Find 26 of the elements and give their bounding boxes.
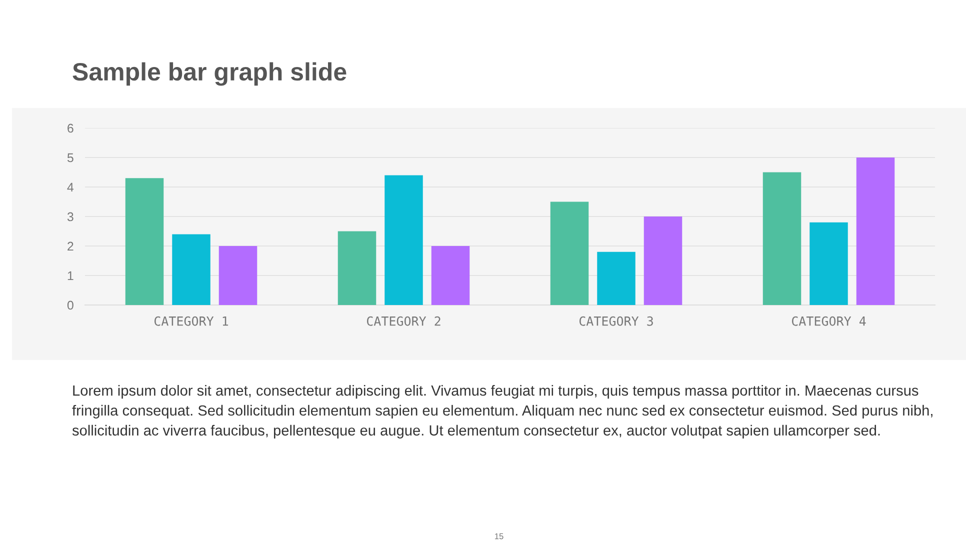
text: 15 [495, 533, 504, 540]
bar [172, 234, 210, 305]
x-tick-label: CATEGORY 2 [366, 316, 440, 326]
bar [810, 222, 848, 305]
y-tick-label: 5 [67, 153, 74, 162]
x-tick-label: CATEGORY 3 [579, 316, 653, 326]
bar [125, 178, 164, 305]
y-tick-label: 3 [67, 212, 74, 222]
bar [338, 231, 376, 305]
y-tick-label: 4 [67, 182, 74, 192]
bar [550, 202, 589, 305]
chart-title: Sample bar graph slide [72, 62, 346, 86]
y-tick-label: 0 [67, 300, 74, 310]
bar [597, 252, 636, 305]
bar [644, 216, 682, 305]
bar [431, 246, 470, 305]
x-tick-label: CATEGORY 1 [154, 316, 228, 326]
x-tick-label: CATEGORY 4 [792, 316, 866, 326]
text: Lorem ipsum dolor sit amet, consectetur adipiscing elit. Vivamus feugiat mi turpis, quis tempus massa porttitor in. Maecenas cursus fringilla consequat. Sed sollicitudin elementum sapien eu elementum. Aliquam nec nunc sed ex consectetur euismod. Sed purus nibh, sollicitudin ac viverra faucibus, pellentesque eu augue. Ut elementum consectetur ex, auctor volutpat sapien ullamcorper sed. [72, 385, 932, 438]
bar [384, 175, 423, 305]
bar [762, 172, 802, 305]
y-tick-label: 2 [68, 242, 74, 251]
bar [856, 158, 895, 305]
y-tick-label: 1 [68, 271, 74, 280]
y-tick-label: 6 [68, 124, 74, 133]
bar [218, 246, 258, 305]
